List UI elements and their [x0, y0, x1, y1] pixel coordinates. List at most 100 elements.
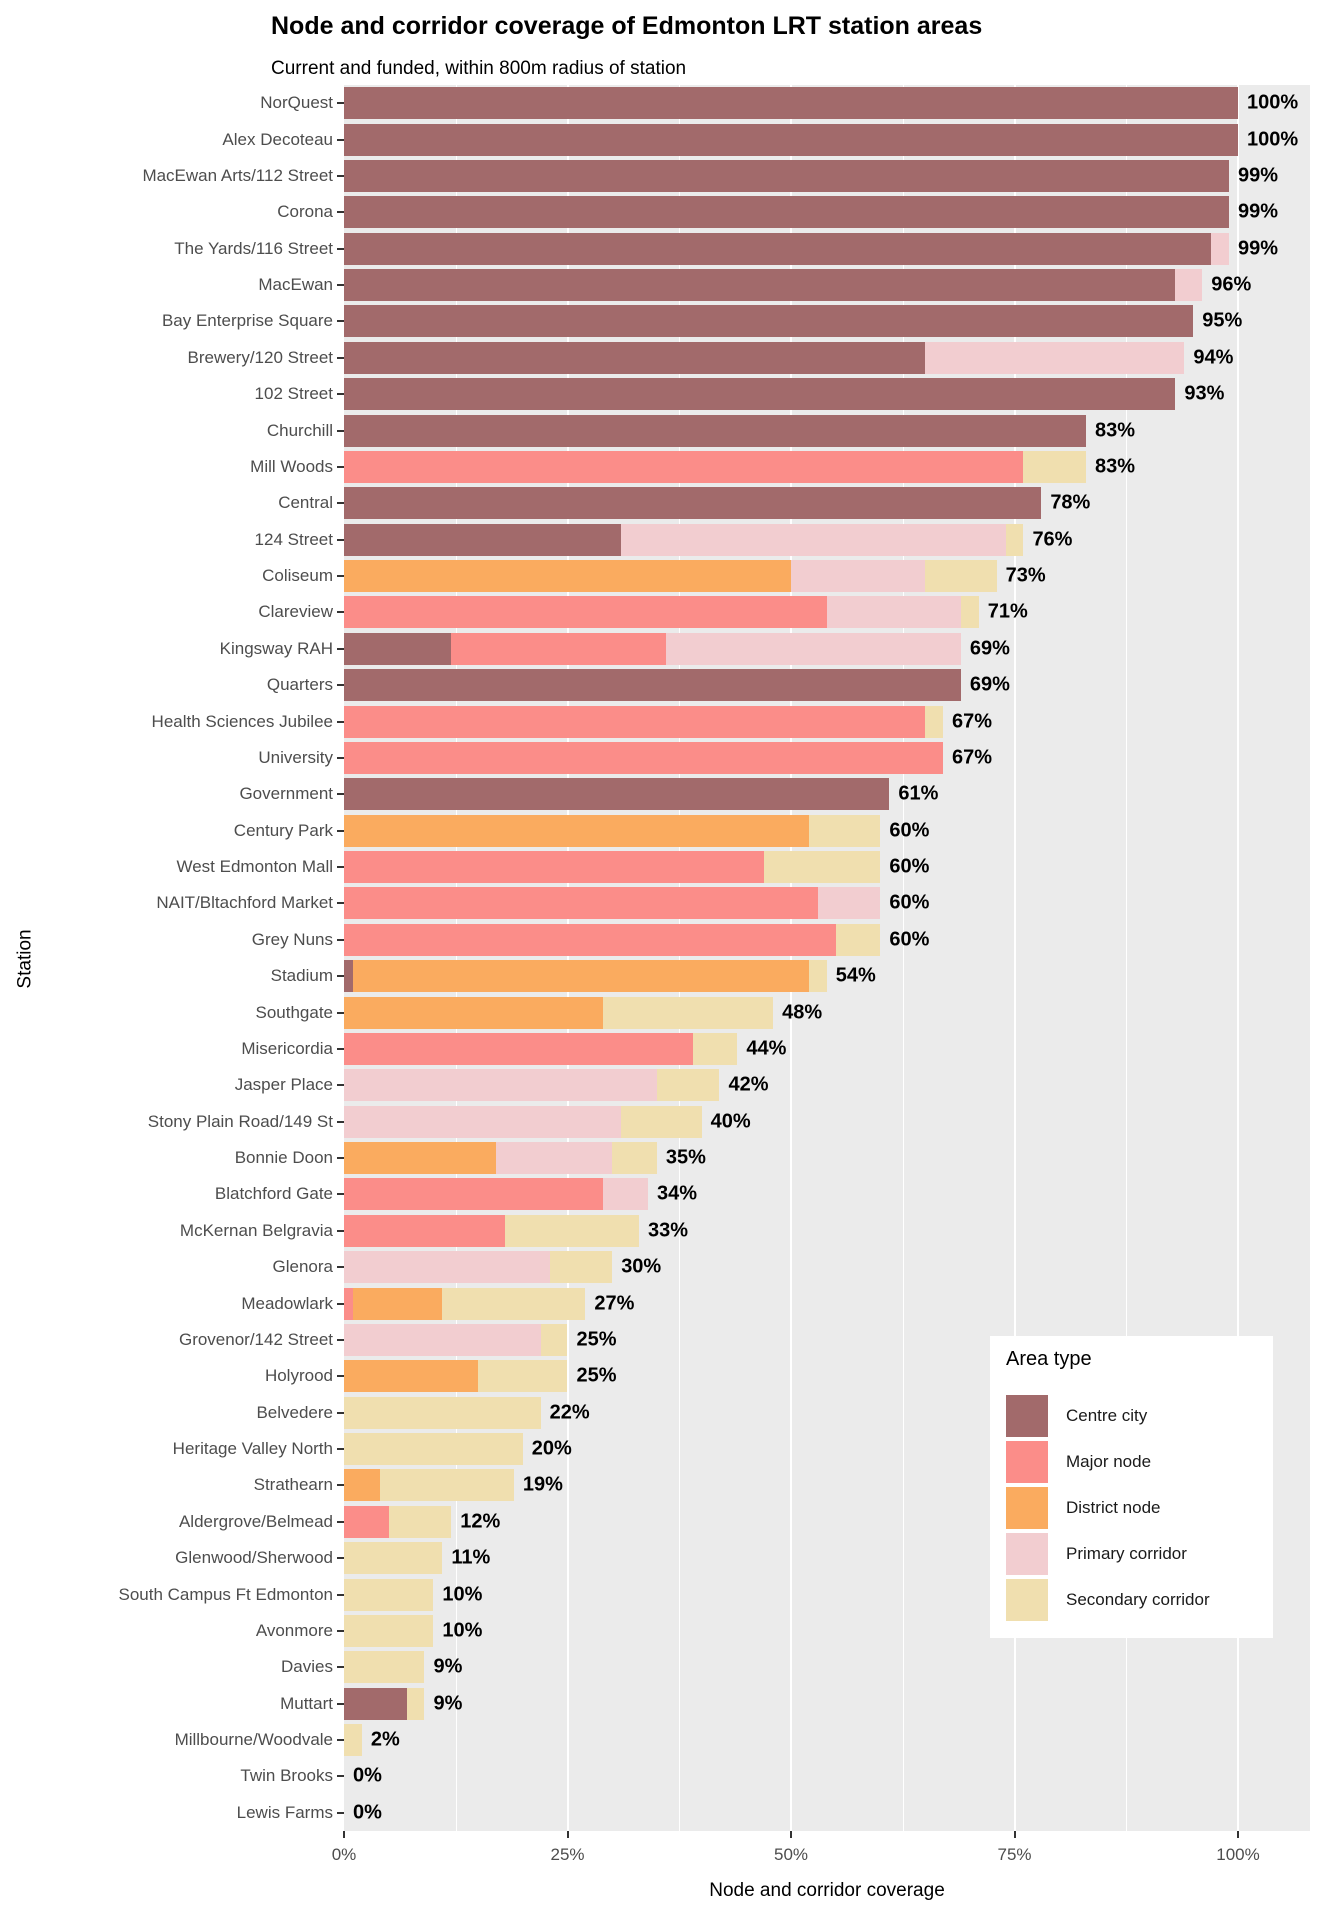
y-tick-label: Stony Plain Road/149 St: [147, 1111, 333, 1131]
value-label: 34%: [656, 1182, 697, 1205]
y-tick-mark: [337, 138, 344, 141]
y-tick-label: Coliseum: [262, 566, 333, 586]
value-label: 54%: [835, 964, 876, 987]
gridline-major: [1013, 85, 1016, 1831]
value-label: 69%: [969, 637, 1010, 660]
value-label: 9%: [433, 1692, 463, 1715]
y-tick-label: Health Sciences Jubilee: [151, 711, 333, 731]
value-label: 48%: [782, 1001, 823, 1024]
bar-segment-centre-city: [344, 669, 961, 702]
value-label: 61%: [898, 782, 939, 805]
bar-segment-major-node: [344, 887, 818, 920]
bar-segment-secondary-corridor: [379, 1469, 514, 1502]
bar-segment-secondary-corridor: [344, 1396, 541, 1429]
bar-segment-primary-corridor: [817, 887, 881, 920]
y-tick-mark: [337, 902, 344, 905]
bar-university: [344, 741, 943, 774]
bar-segment-secondary-corridor: [808, 814, 881, 847]
y-tick-label: Heritage Valley North: [172, 1439, 333, 1459]
value-label: 9%: [433, 1655, 463, 1678]
bar-segment-major-node: [344, 596, 827, 629]
bar-misericordia: [344, 1032, 738, 1065]
y-tick-mark: [337, 611, 344, 614]
y-tick-label: McKernan Belgravia: [179, 1220, 333, 1240]
bar-grovenor-142-street: [344, 1323, 568, 1356]
bar-segment-centre-city: [344, 778, 890, 811]
bar-meadowlark: [344, 1287, 586, 1320]
bar-coliseum: [344, 560, 997, 593]
bar-segment-major-node: [451, 632, 666, 665]
bar-segment-primary-corridor: [603, 1178, 648, 1211]
gridline-minor: [1126, 85, 1128, 1831]
bar-quarters: [344, 669, 961, 702]
y-tick-label: Glenora: [272, 1257, 333, 1277]
value-label: 0%: [353, 1764, 382, 1787]
bar-health-sciences-jubilee: [344, 705, 943, 738]
y-tick-label: Belvedere: [256, 1402, 333, 1422]
x-tick-label: 100%: [1216, 1845, 1260, 1864]
y-tick-mark: [337, 1411, 344, 1414]
value-label: 78%: [1050, 491, 1091, 514]
y-tick-label: Strathearn: [253, 1475, 333, 1495]
y-tick-mark: [337, 1084, 344, 1087]
bar-segment-secondary-corridor: [344, 1433, 523, 1466]
value-label: 35%: [665, 1146, 706, 1169]
chart-title: Node and corridor coverage of Edmonton L…: [271, 12, 983, 40]
y-tick-mark: [337, 1266, 344, 1269]
chart-subtitle: Current and funded, within 800m radius o…: [271, 58, 687, 79]
y-tick-label: Alex Decoteau: [222, 129, 333, 149]
bar-segment-secondary-corridor: [1005, 523, 1024, 556]
value-label: 10%: [442, 1619, 483, 1642]
y-tick-label: Government: [239, 784, 333, 804]
y-tick-label: Grey Nuns: [251, 929, 333, 949]
value-label: 12%: [460, 1510, 501, 1533]
bar-segment-centre-city: [344, 1687, 407, 1720]
y-tick-label: Bay Enterprise Square: [161, 311, 333, 331]
bar-stony-plain-road-149-st: [344, 1105, 702, 1138]
bar-segment-major-node: [344, 923, 836, 956]
y-tick-label: Grovenor/142 Street: [178, 1329, 333, 1349]
y-tick-mark: [337, 284, 344, 287]
bar-davies: [344, 1651, 425, 1684]
value-label: 33%: [648, 1219, 689, 1242]
legend-swatch-secondary-corridor: [1006, 1579, 1048, 1621]
bar-segment-centre-city: [344, 123, 1238, 156]
y-tick-label: The Yards/116 Street: [174, 238, 333, 258]
bar-124-street: [344, 523, 1024, 556]
value-label: 94%: [1193, 346, 1234, 369]
value-label: 25%: [576, 1328, 617, 1351]
bar-segment-secondary-corridor: [344, 1724, 362, 1757]
y-tick-label: 102 Street: [254, 384, 333, 404]
y-tick-label: West Edmonton Mall: [176, 857, 333, 877]
bar-segment-secondary-corridor: [344, 1578, 434, 1611]
value-label: 20%: [531, 1437, 572, 1460]
bar-segment-secondary-corridor: [835, 923, 881, 956]
x-tick-label: 0%: [331, 1845, 357, 1864]
bar-segment-major-node: [344, 1287, 353, 1320]
bar-segment-centre-city: [344, 196, 1230, 229]
bar-segment-centre-city: [344, 341, 926, 374]
bar-muttart: [344, 1687, 425, 1720]
y-tick-mark: [337, 211, 344, 214]
bar-segment-centre-city: [344, 87, 1238, 120]
bar-segment-primary-corridor: [665, 632, 961, 665]
bar-mckernan-belgravia: [344, 1214, 639, 1247]
bar-segment-secondary-corridor: [925, 705, 943, 738]
legend: Area type Centre city Major node District …: [990, 1336, 1273, 1638]
value-label: 0%: [353, 1801, 382, 1824]
value-label: 11%: [451, 1546, 491, 1569]
gridline-major: [566, 85, 569, 1831]
x-tick-mark: [343, 1831, 345, 1838]
bar-segment-centre-city: [344, 378, 1176, 411]
y-tick-mark: [337, 502, 344, 505]
x-tick-mark: [1013, 1831, 1016, 1838]
value-label: 73%: [1005, 564, 1046, 587]
bar-segment-district-node: [344, 1469, 380, 1502]
y-tick-mark: [337, 793, 344, 796]
bar-segment-district-node: [352, 1287, 443, 1320]
bar-jasper-place: [344, 1069, 720, 1102]
y-tick-label: Glenwood/Sherwood: [175, 1548, 333, 1568]
value-label: 67%: [951, 746, 992, 769]
y-tick-mark: [337, 393, 344, 396]
